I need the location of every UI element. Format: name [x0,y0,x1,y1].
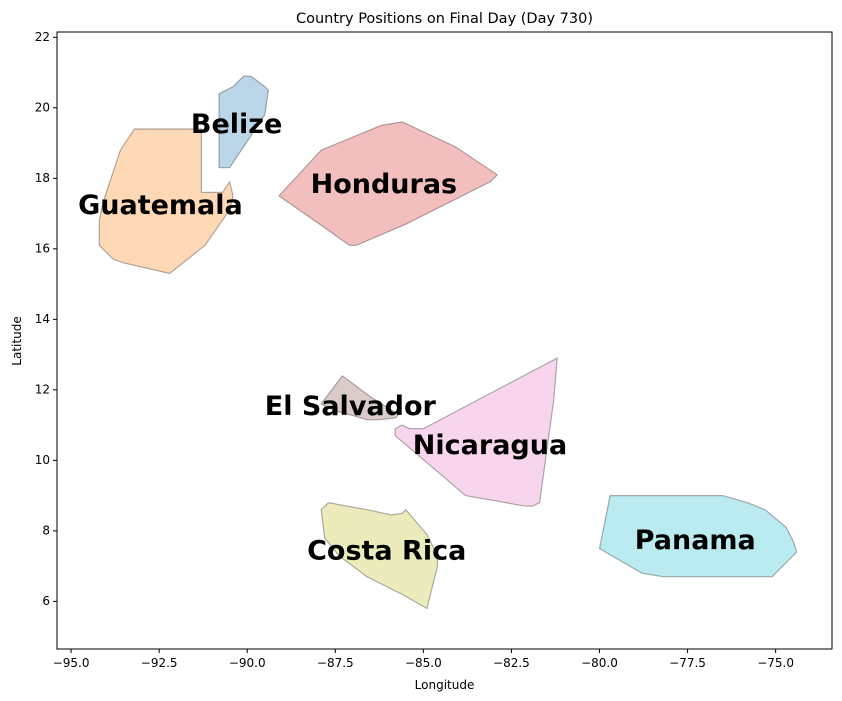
y-axis-label: Latitude [10,316,24,365]
y-tick-label: 8 [42,523,50,537]
x-tick-label: −77.5 [669,656,706,670]
y-tick-label: 22 [35,30,50,44]
country-polygon-guatemala [98,128,234,275]
y-tick-label: 6 [42,594,50,608]
country-polygon-belize [218,75,270,169]
country-label-el-salvador: El Salvador [265,391,437,422]
x-tick-label: −92.5 [141,656,178,670]
y-tick-label: 20 [35,100,50,114]
country-label-honduras: Honduras [311,169,458,200]
x-tick-label: −90.0 [229,656,266,670]
y-tick-label: 12 [35,382,50,396]
x-tick-label: −85.0 [405,656,442,670]
x-axis-ticks: −95.0 −92.5 −90.0 −87.5 −85.0 −82.5 −80.0 −77.5… [53,649,794,670]
x-tick-label: −82.5 [493,656,530,670]
y-tick-label: 14 [35,312,50,326]
country-polygon-nicaragua [394,357,558,507]
plot-frame [56,31,833,650]
country-label-guatemala: Guatemala [78,190,243,221]
chart-title: Country Positions on Final Day (Day 730) [296,11,593,27]
country-polygon-panama [598,495,798,578]
country-label-costa-rica: Costa Rica [307,536,466,567]
country-polygon-el-salvador [320,374,400,421]
y-tick-label: 16 [35,241,50,255]
x-tick-label: −87.5 [317,656,354,670]
y-tick-label: 18 [35,171,50,185]
country-label-nicaragua: Nicaragua [413,430,567,461]
country-label-panama: Panama [635,525,756,556]
country-polygon-costa-rica [320,502,439,610]
country-polygon-honduras [277,121,499,246]
y-tick-label: 10 [35,453,50,467]
x-tick-label: −80.0 [581,656,618,670]
x-axis-label: Longitude [415,678,475,692]
y-axis-ticks: 6 8 10 12 14 16 18 20 22 [35,30,57,608]
x-tick-label: −95.0 [53,656,90,670]
country-label-belize: Belize [191,109,282,140]
x-tick-label: −75.0 [757,656,794,670]
country-labels: Belize Guatemala Honduras El Salvador Nicara… [78,109,756,567]
country-polygons [98,75,798,610]
